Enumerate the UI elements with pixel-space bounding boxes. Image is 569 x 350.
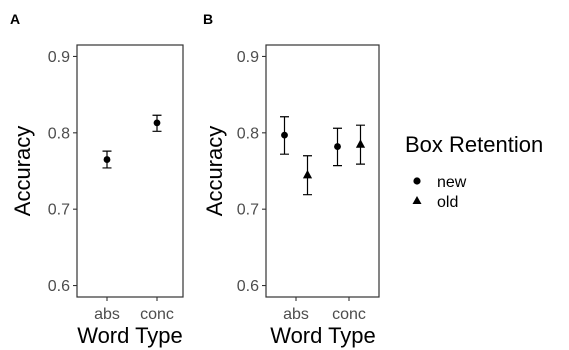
panel-b-label: B bbox=[203, 11, 213, 27]
y-tick-label: 0.8 bbox=[237, 125, 259, 142]
data-point bbox=[355, 139, 366, 148]
legend: Box Retention new old bbox=[405, 132, 543, 211]
panel-b-marks bbox=[280, 116, 366, 196]
panel-b-plot-area bbox=[265, 44, 380, 298]
data-point bbox=[281, 131, 288, 139]
panel-b-y-axis-title: Accuracy bbox=[202, 126, 227, 216]
y-tick-label: 0.7 bbox=[48, 202, 70, 219]
y-tick-label: 0.9 bbox=[48, 49, 70, 66]
legend-old-label: old bbox=[437, 194, 458, 211]
y-tick-label: 0.6 bbox=[48, 278, 70, 295]
x-tick-label: abs bbox=[94, 306, 120, 323]
panel-a-y-axis: 0.6 0.7 0.8 0.9 bbox=[48, 49, 77, 295]
x-tick-label: abs bbox=[283, 306, 309, 323]
y-tick-label: 0.9 bbox=[237, 49, 259, 66]
panel-b-y-axis: 0.6 0.7 0.8 0.9 bbox=[237, 49, 266, 295]
legend-title: Box Retention bbox=[405, 132, 543, 157]
panel-b-x-axis-title: Word Type bbox=[270, 323, 376, 348]
panel-a-y-axis-title: Accuracy bbox=[10, 126, 35, 216]
y-tick-label: 0.6 bbox=[237, 278, 259, 295]
legend-new-marker bbox=[413, 177, 421, 185]
data-point bbox=[334, 143, 341, 150]
data-point bbox=[103, 156, 111, 163]
data-point bbox=[302, 169, 313, 179]
data-point bbox=[153, 119, 161, 127]
y-tick-label: 0.7 bbox=[237, 202, 259, 219]
legend-old-marker bbox=[412, 196, 422, 204]
x-tick-label: conc bbox=[140, 306, 174, 323]
panel-a-label: A bbox=[10, 11, 20, 27]
x-tick-label: conc bbox=[332, 306, 366, 323]
panel-a-x-axis-title: Word Type bbox=[77, 323, 183, 348]
y-tick-label: 0.8 bbox=[48, 125, 70, 142]
legend-new-label: new bbox=[437, 174, 467, 191]
panel-b-x-axis: abs conc bbox=[283, 297, 366, 323]
panel-a-plot-area bbox=[76, 44, 184, 298]
panel-a-x-axis: abs conc bbox=[94, 297, 174, 323]
panel-a-marks bbox=[102, 114, 162, 169]
